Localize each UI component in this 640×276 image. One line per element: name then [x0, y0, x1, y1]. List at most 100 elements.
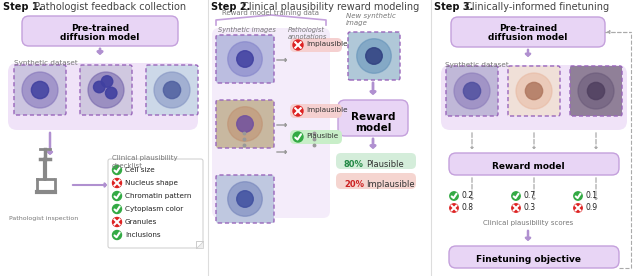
Text: 0.1: 0.1 — [586, 192, 598, 200]
Text: model: model — [355, 123, 391, 133]
FancyBboxPatch shape — [80, 65, 132, 115]
Text: Pre-trained: Pre-trained — [499, 24, 557, 33]
Circle shape — [93, 81, 105, 93]
Text: Chromatin pattern: Chromatin pattern — [125, 193, 191, 199]
Circle shape — [113, 205, 122, 214]
FancyBboxPatch shape — [348, 32, 400, 80]
Circle shape — [228, 42, 262, 76]
Circle shape — [31, 81, 49, 99]
FancyBboxPatch shape — [449, 153, 619, 175]
Text: Step 3.: Step 3. — [434, 2, 474, 12]
FancyBboxPatch shape — [336, 173, 416, 189]
Text: Pathologist inspection: Pathologist inspection — [10, 216, 79, 221]
Polygon shape — [196, 241, 203, 248]
Text: 0.7: 0.7 — [524, 192, 536, 200]
FancyBboxPatch shape — [451, 17, 605, 47]
Text: Synthetic images: Synthetic images — [218, 27, 276, 33]
FancyBboxPatch shape — [336, 153, 416, 169]
FancyBboxPatch shape — [570, 66, 622, 116]
Text: Reward model training data: Reward model training data — [223, 10, 319, 16]
Text: Plausible: Plausible — [306, 133, 339, 139]
FancyBboxPatch shape — [508, 66, 560, 116]
Circle shape — [574, 192, 582, 200]
Circle shape — [578, 73, 614, 109]
Text: Clinical plausibility reward modeling: Clinical plausibility reward modeling — [239, 2, 419, 12]
Circle shape — [463, 82, 481, 100]
Text: 80%: 80% — [344, 160, 364, 169]
Text: 0.9: 0.9 — [586, 203, 598, 213]
Text: Plausible: Plausible — [366, 160, 404, 169]
Circle shape — [113, 230, 122, 240]
Text: Pathologist
annotations: Pathologist annotations — [288, 27, 328, 40]
Circle shape — [22, 72, 58, 108]
FancyBboxPatch shape — [146, 65, 198, 115]
Circle shape — [365, 48, 382, 64]
FancyBboxPatch shape — [108, 159, 203, 248]
Text: Granules: Granules — [125, 219, 157, 225]
Circle shape — [293, 40, 303, 50]
Text: Inclusions: Inclusions — [125, 232, 161, 238]
Circle shape — [516, 73, 552, 109]
Text: 0.3: 0.3 — [524, 203, 536, 213]
FancyBboxPatch shape — [216, 35, 274, 83]
Circle shape — [113, 192, 122, 200]
FancyBboxPatch shape — [290, 38, 342, 52]
Text: Pre-trained: Pre-trained — [71, 24, 129, 33]
FancyBboxPatch shape — [338, 100, 408, 136]
Circle shape — [454, 73, 490, 109]
Text: Step 1.: Step 1. — [3, 2, 42, 12]
Text: Implausible: Implausible — [366, 180, 415, 189]
Circle shape — [113, 166, 122, 174]
Text: Implausible: Implausible — [306, 41, 348, 47]
Text: Clinical plausibility scores: Clinical plausibility scores — [483, 220, 573, 226]
Circle shape — [450, 192, 458, 200]
FancyBboxPatch shape — [8, 63, 198, 130]
Text: diffusion model: diffusion model — [60, 33, 140, 42]
FancyBboxPatch shape — [14, 65, 66, 115]
Circle shape — [512, 204, 520, 212]
FancyBboxPatch shape — [441, 65, 627, 130]
Text: Reward: Reward — [351, 112, 396, 122]
Text: Clinically-informed finetuning: Clinically-informed finetuning — [462, 2, 609, 12]
Circle shape — [293, 106, 303, 116]
Circle shape — [356, 39, 391, 73]
FancyBboxPatch shape — [216, 100, 274, 148]
Text: 0.2: 0.2 — [462, 192, 474, 200]
FancyBboxPatch shape — [449, 246, 619, 268]
Text: 20%: 20% — [344, 180, 364, 189]
Text: diffusion model: diffusion model — [488, 33, 568, 42]
Text: Finetuning objective: Finetuning objective — [476, 255, 580, 264]
Text: Synthetic dataset: Synthetic dataset — [14, 60, 77, 66]
Circle shape — [512, 192, 520, 200]
FancyBboxPatch shape — [446, 66, 498, 116]
Text: New synthetic
image: New synthetic image — [346, 13, 396, 26]
Text: Step 2.: Step 2. — [211, 2, 250, 12]
Circle shape — [228, 182, 262, 216]
Circle shape — [525, 82, 543, 100]
FancyBboxPatch shape — [216, 175, 274, 223]
Circle shape — [450, 204, 458, 212]
Text: Cell size: Cell size — [125, 167, 155, 173]
Circle shape — [588, 82, 605, 100]
Text: 0.8: 0.8 — [462, 203, 474, 213]
Circle shape — [101, 76, 113, 87]
Text: Cytoplasm color: Cytoplasm color — [125, 206, 183, 212]
Circle shape — [88, 72, 124, 108]
Text: Synthetic dataset: Synthetic dataset — [445, 62, 509, 68]
Circle shape — [574, 204, 582, 212]
Circle shape — [293, 132, 303, 142]
FancyBboxPatch shape — [22, 16, 178, 46]
Circle shape — [113, 179, 122, 187]
Text: Clinical plausibility
checklist: Clinical plausibility checklist — [112, 155, 178, 169]
Circle shape — [237, 191, 253, 207]
FancyBboxPatch shape — [290, 130, 342, 144]
Circle shape — [237, 51, 253, 67]
FancyBboxPatch shape — [290, 104, 342, 118]
Text: Nucleus shape: Nucleus shape — [125, 180, 178, 186]
Text: Pathologist feedback collection: Pathologist feedback collection — [31, 2, 186, 12]
Text: Reward model: Reward model — [492, 162, 564, 171]
Circle shape — [237, 116, 253, 132]
FancyBboxPatch shape — [212, 28, 330, 218]
Circle shape — [154, 72, 190, 108]
Circle shape — [106, 87, 117, 99]
